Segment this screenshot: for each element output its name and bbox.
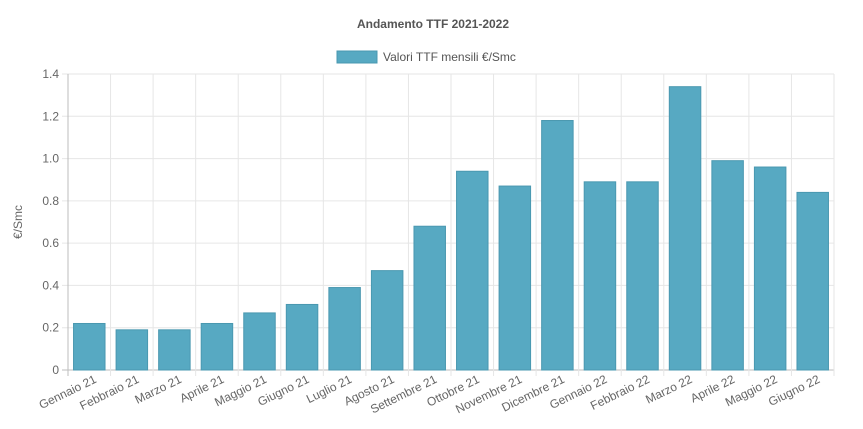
bar[interactable] — [711, 160, 744, 371]
legend-label: Valori TTF mensili €/Smc — [383, 50, 516, 64]
y-tick-label: 0.6 — [42, 236, 59, 250]
bar[interactable] — [668, 86, 702, 371]
bar[interactable] — [200, 322, 234, 371]
legend-swatch — [336, 50, 378, 64]
chart-title: Andamento TTF 2021-2022 — [357, 17, 509, 31]
y-tick-label: 0.8 — [42, 194, 59, 208]
bar[interactable] — [243, 312, 276, 371]
bar[interactable] — [115, 329, 149, 371]
y-tick-label: 1.0 — [42, 152, 59, 166]
bar[interactable] — [541, 120, 574, 371]
bar[interactable] — [583, 181, 617, 371]
bar[interactable] — [796, 191, 829, 371]
bar[interactable] — [328, 287, 361, 371]
bar[interactable] — [370, 270, 404, 371]
bar[interactable] — [498, 185, 532, 371]
y-tick-label: 1.4 — [42, 67, 59, 81]
bar[interactable] — [285, 303, 319, 371]
gridlines — [62, 73, 835, 376]
legend[interactable]: Valori TTF mensili €/Smc — [336, 50, 516, 64]
bar[interactable] — [158, 329, 191, 371]
bar[interactable] — [413, 225, 446, 371]
x-tick-label: Marzo 22 — [643, 372, 694, 407]
y-tick-label: 0.2 — [42, 321, 59, 335]
bar[interactable] — [626, 181, 659, 371]
bar[interactable] — [753, 166, 787, 371]
y-tick-label: 0 — [52, 363, 59, 377]
bars — [73, 86, 829, 371]
y-axis-ticks: 0 0.2 0.4 0.6 0.8 1.0 1.2 1.4 — [42, 67, 59, 377]
bar[interactable] — [73, 322, 106, 371]
x-tick-label: Marzo 21 — [133, 372, 184, 407]
y-axis-label: €/Smc — [11, 205, 25, 239]
y-tick-label: 1.2 — [42, 109, 59, 123]
y-tick-label: 0.4 — [42, 278, 59, 292]
bar[interactable] — [456, 170, 489, 371]
